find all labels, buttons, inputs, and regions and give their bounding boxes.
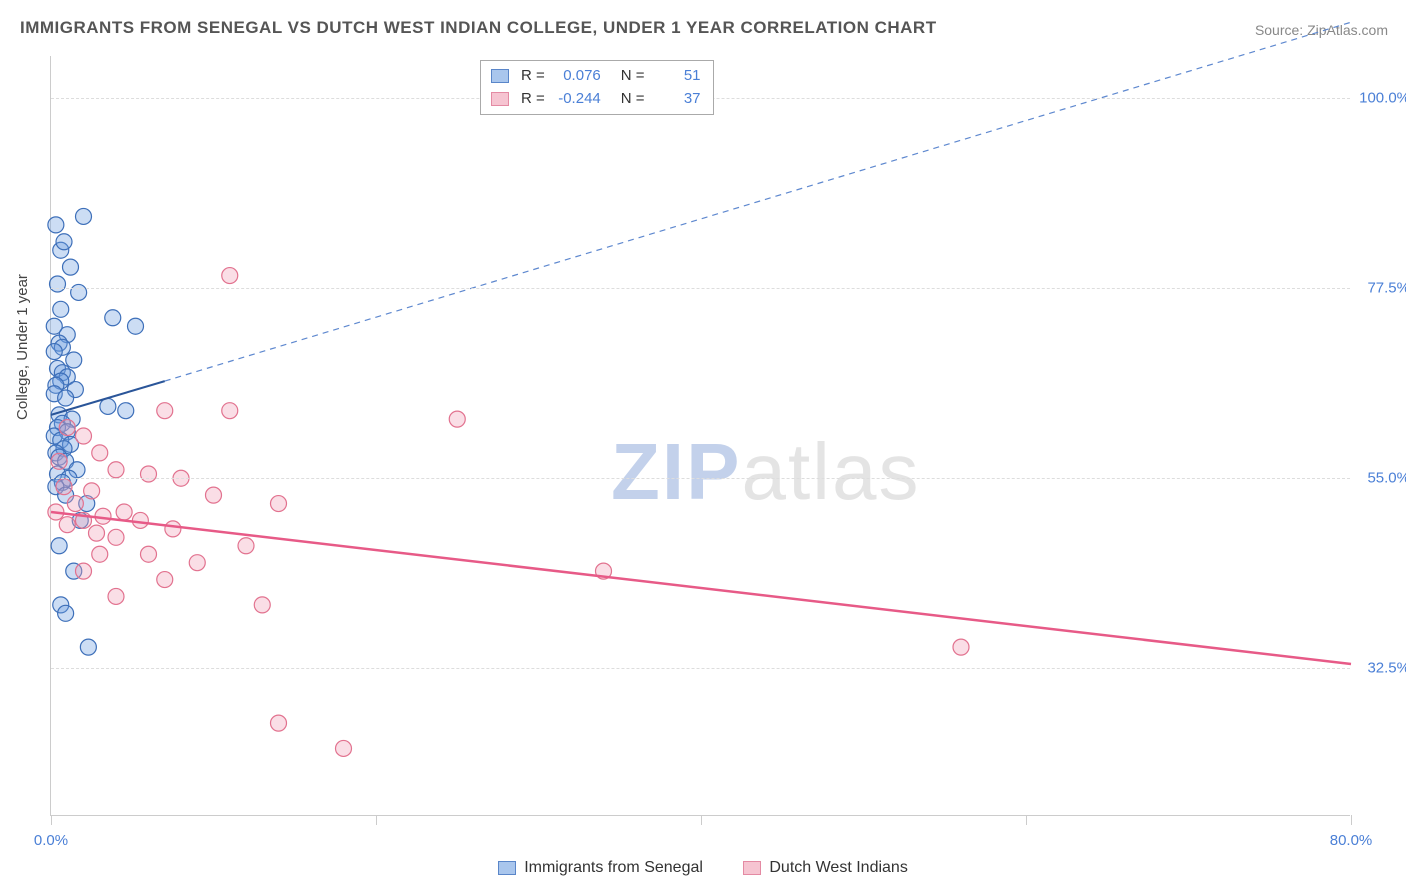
data-point <box>58 605 74 621</box>
r-label: R = <box>521 65 545 88</box>
data-point <box>141 546 157 562</box>
data-point <box>449 411 465 427</box>
data-point <box>58 390 74 406</box>
correlation-legend-box: R = 0.076 N = 51 R = -0.244 N = 37 <box>480 60 714 115</box>
data-point <box>53 301 69 317</box>
data-point <box>46 344 62 360</box>
legend-row-dutch: R = -0.244 N = 37 <box>491 88 703 111</box>
data-point <box>165 521 181 537</box>
data-point <box>51 538 67 554</box>
swatch-dutch <box>491 92 509 106</box>
data-point <box>157 572 173 588</box>
data-point <box>59 517 75 533</box>
data-point <box>336 740 352 756</box>
data-point <box>100 398 116 414</box>
data-point <box>157 403 173 419</box>
data-point <box>89 525 105 541</box>
data-point <box>108 588 124 604</box>
data-point <box>76 208 92 224</box>
data-point <box>67 496 83 512</box>
data-point <box>108 462 124 478</box>
y-axis-label: College, Under 1 year <box>14 274 31 420</box>
data-point <box>59 420 75 436</box>
data-point <box>222 268 238 284</box>
data-point <box>92 546 108 562</box>
r-label: R = <box>521 88 545 111</box>
legend-label: Immigrants from Senegal <box>524 859 703 877</box>
data-point <box>76 563 92 579</box>
y-tick-label: 100.0% <box>1359 90 1406 107</box>
data-point <box>206 487 222 503</box>
data-point <box>238 538 254 554</box>
data-point <box>84 483 100 499</box>
data-point <box>271 715 287 731</box>
swatch-senegal <box>491 69 509 83</box>
data-point <box>63 259 79 275</box>
legend-row-senegal: R = 0.076 N = 51 <box>491 65 703 88</box>
y-tick-label: 77.5% <box>1367 280 1406 297</box>
x-tick-label: 0.0% <box>34 832 68 849</box>
data-point <box>118 403 134 419</box>
chart-title: IMMIGRANTS FROM SENEGAL VS DUTCH WEST IN… <box>20 18 937 38</box>
source-attribution: Source: ZipAtlas.com <box>1255 22 1388 38</box>
swatch-icon <box>743 861 761 875</box>
data-point <box>66 352 82 368</box>
scatter-svg <box>51 56 1350 815</box>
data-point <box>76 428 92 444</box>
data-point <box>271 496 287 512</box>
data-point <box>116 504 132 520</box>
bottom-legend: Immigrants from Senegal Dutch West India… <box>0 859 1406 880</box>
r-value-dutch: -0.244 <box>555 88 601 111</box>
y-tick-label: 55.0% <box>1367 470 1406 487</box>
data-point <box>80 639 96 655</box>
data-point <box>71 284 87 300</box>
data-point <box>189 555 205 571</box>
data-point <box>128 318 144 334</box>
y-tick-label: 32.5% <box>1367 660 1406 677</box>
data-point <box>254 597 270 613</box>
data-point <box>50 276 66 292</box>
data-point <box>48 217 64 233</box>
chart-plot-area: ZIPatlas 32.5%55.0%77.5%100.0%0.0%80.0% <box>50 56 1350 816</box>
data-point <box>105 310 121 326</box>
data-point <box>92 445 108 461</box>
swatch-icon <box>498 861 516 875</box>
legend-label: Dutch West Indians <box>769 859 907 877</box>
r-value-senegal: 0.076 <box>555 65 601 88</box>
data-point <box>953 639 969 655</box>
data-point <box>141 466 157 482</box>
data-point <box>108 529 124 545</box>
data-point <box>56 479 72 495</box>
data-point <box>51 453 67 469</box>
n-value-senegal: 51 <box>655 65 701 88</box>
legend-item-senegal: Immigrants from Senegal <box>498 859 703 877</box>
legend-item-dutch: Dutch West Indians <box>743 859 907 877</box>
x-tick-label: 80.0% <box>1330 832 1373 849</box>
data-point <box>222 403 238 419</box>
data-point <box>56 234 72 250</box>
data-point <box>132 512 148 528</box>
n-label: N = <box>621 65 645 88</box>
n-value-dutch: 37 <box>655 88 701 111</box>
n-label: N = <box>621 88 645 111</box>
